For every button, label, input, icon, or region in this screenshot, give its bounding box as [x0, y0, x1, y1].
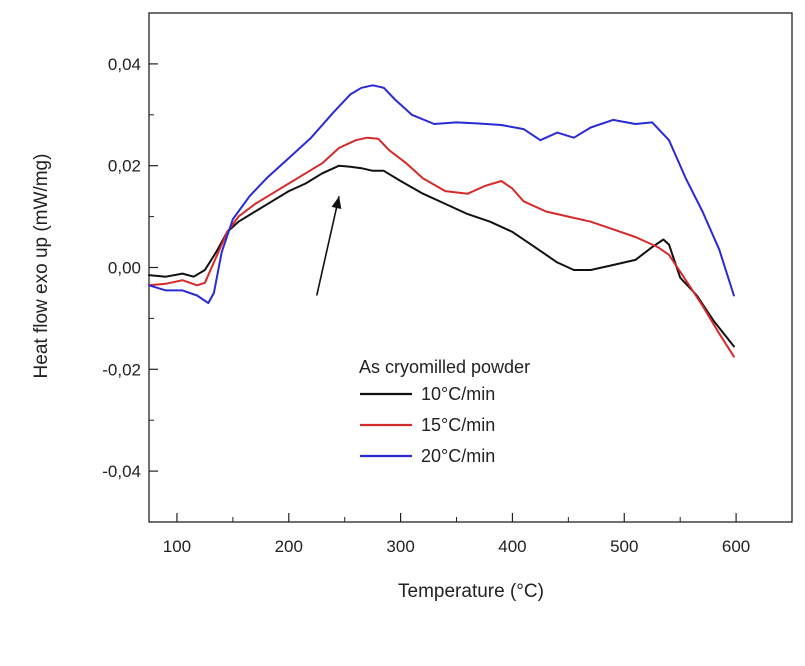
x-tick-label-100: 100 [163, 537, 191, 556]
x-axis-title: Temperature (°C) [398, 581, 544, 602]
x-tick-label-200: 200 [275, 537, 303, 556]
y-axis-ticks: -0,04 -0,02 0,00 0,02 0,04 [102, 12, 158, 523]
annotation-arrow-shaft [315, 196, 340, 296]
x-tick-label-600: 600 [722, 537, 750, 556]
y-tick-label: -0,02 [102, 360, 141, 379]
y-tick-label: 0,02 [108, 157, 141, 176]
x-tick-label-300: 300 [386, 537, 414, 556]
legend-label-2: 15°C/min [421, 415, 495, 435]
x-tick-label-400: 400 [498, 537, 526, 556]
y-axis-title: Heat flow exo up (mW/mg) [31, 154, 52, 379]
y-tick-label: 0,04 [108, 55, 141, 74]
legend-label-3: 20°C/min [421, 446, 495, 466]
annotation-arrow-head [331, 196, 342, 210]
series-line-1 [148, 164, 735, 348]
legend: As cryomilled powder 10°C/min 15°C/min 20°… [359, 357, 530, 466]
x-tick-label-500: 500 [610, 537, 638, 556]
legend-title: As cryomilled powder [359, 357, 530, 377]
y-tick-label: 0,00 [108, 259, 141, 278]
x-axis-ticks: 100 200 300 400 500 600 [163, 513, 793, 556]
series-line-2 [148, 136, 735, 358]
annotations [315, 196, 342, 296]
series-line-3 [148, 84, 735, 305]
series-lines [148, 84, 735, 358]
legend-label-1: 10°C/min [421, 384, 495, 404]
y-tick-label: -0,04 [102, 462, 141, 481]
